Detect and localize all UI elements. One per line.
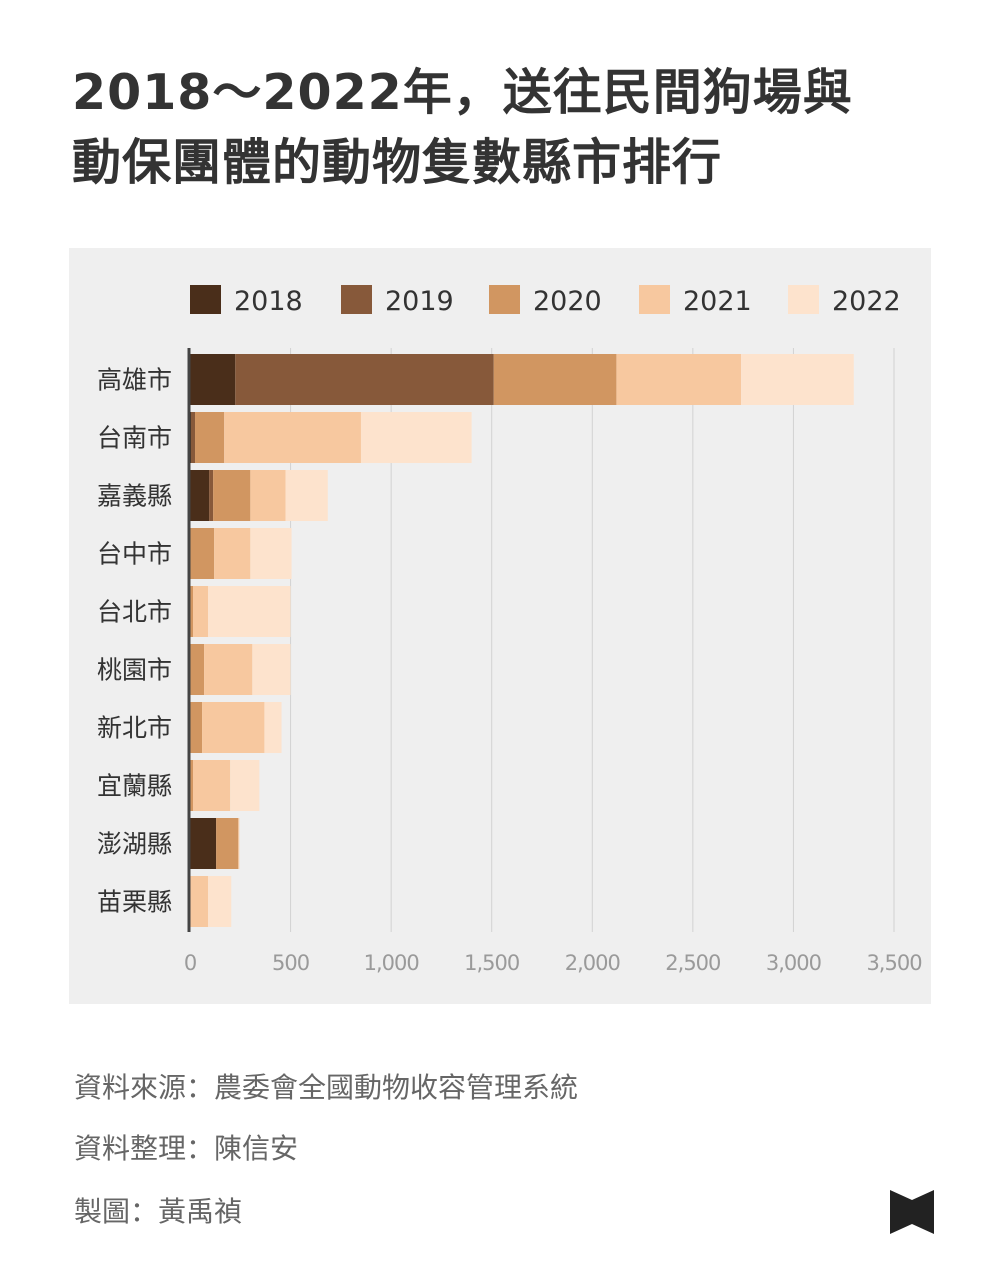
category-label: 新北市 <box>97 714 172 743</box>
bar-台南市-2018 <box>190 412 192 463</box>
category-label: 台北市 <box>97 598 172 627</box>
legend-label-2020: 2020 <box>533 286 602 317</box>
category-label: 澎湖縣 <box>97 830 172 859</box>
designer-note: 製圖：黃禹禎 <box>74 1195 243 1228</box>
legend-swatch-2022 <box>788 285 819 314</box>
x-tick-label: 1,500 <box>464 951 519 975</box>
x-tick-label: 0 <box>184 951 196 975</box>
bar-嘉義縣-2022 <box>285 470 328 521</box>
bar-桃園市-2020 <box>190 644 205 695</box>
title-line-2: 動保團體的動物隻數縣市排行 <box>72 134 723 191</box>
x-tick-label: 3,000 <box>766 951 821 975</box>
bar-台南市-2021 <box>224 412 361 463</box>
bars <box>190 354 854 927</box>
bar-台中市-2021 <box>214 528 251 579</box>
legend-swatch-2019 <box>341 285 372 314</box>
bar-台南市-2022 <box>360 412 472 463</box>
category-label: 桃園市 <box>97 656 172 685</box>
bar-高雄市-2018 <box>190 354 236 405</box>
category-label: 苗栗縣 <box>97 888 172 917</box>
stacked-bar-chart: 2018 2019 2020 2021 2022 高雄市台南市嘉義縣台中市台北市桃園市新… <box>97 285 923 975</box>
bar-嘉義縣-2020 <box>213 470 251 521</box>
chart-panel: 2018 2019 2020 2021 2022 高雄市台南市嘉義縣台中市台北市桃園市新… <box>69 248 931 1004</box>
legend-swatch-2020 <box>489 285 520 314</box>
category-label: 嘉義縣 <box>97 482 172 511</box>
bar-台北市-2022 <box>208 586 291 637</box>
legend: 2018 2019 2020 2021 2022 <box>190 285 901 317</box>
bar-苗栗縣-2021 <box>190 876 209 927</box>
bar-嘉義縣-2018 <box>190 470 210 521</box>
x-tick-label: 3,500 <box>866 951 921 975</box>
x-tick-labels: 0 500 1,000 1,500 2,000 2,500 3,000 3,500 <box>184 951 923 975</box>
bar-台北市-2021 <box>193 586 209 637</box>
bar-高雄市-2021 <box>616 354 742 405</box>
bar-台南市-2020 <box>195 412 225 463</box>
bar-嘉義縣-2021 <box>250 470 286 521</box>
bar-桃園市-2021 <box>204 644 253 695</box>
x-tick-label: 2,500 <box>665 951 720 975</box>
legend-label-2018: 2018 <box>234 286 303 317</box>
bar-高雄市-2022 <box>741 354 854 405</box>
bar-新北市-2021 <box>202 702 265 753</box>
bar-高雄市-2019 <box>235 354 494 405</box>
category-label: 高雄市 <box>97 366 172 395</box>
bar-桃園市-2022 <box>252 644 291 695</box>
category-label: 台南市 <box>97 424 172 453</box>
bar-宜蘭縣-2020 <box>190 760 194 811</box>
bar-澎湖縣-2021 <box>238 818 240 869</box>
bar-新北市-2022 <box>264 702 282 753</box>
source-note: 資料來源：農委會全國動物收容管理系統 <box>74 1071 579 1104</box>
legend-label-2019: 2019 <box>385 286 454 317</box>
bar-台北市-2020 <box>190 586 194 637</box>
bar-宜蘭縣-2021 <box>193 760 231 811</box>
bar-台南市-2019 <box>191 412 196 463</box>
title-line-1: 2018～2022年，送往民間狗場與 <box>72 64 853 121</box>
bar-台中市-2020 <box>190 528 215 579</box>
bar-高雄市-2020 <box>493 354 617 405</box>
compiler-note: 資料整理：陳信安 <box>74 1132 299 1165</box>
legend-swatch-2018 <box>190 285 221 314</box>
bar-澎湖縣-2018 <box>190 818 217 869</box>
bar-嘉義縣-2019 <box>209 470 214 521</box>
bar-新北市-2020 <box>190 702 203 753</box>
bar-澎湖縣-2020 <box>216 818 239 869</box>
bar-宜蘭縣-2022 <box>230 760 260 811</box>
bar-苗栗縣-2022 <box>208 876 232 927</box>
page-title: 2018～2022年，送往民間狗場與 動保團體的動物隻數縣市排行 <box>72 58 952 198</box>
legend-swatch-2021 <box>639 285 670 314</box>
category-label: 宜蘭縣 <box>97 772 172 801</box>
legend-label-2021: 2021 <box>683 286 752 317</box>
x-tick-label: 500 <box>272 951 309 975</box>
x-tick-label: 1,000 <box>364 951 419 975</box>
category-label: 台中市 <box>97 540 172 569</box>
bar-台中市-2022 <box>250 528 292 579</box>
legend-label-2022: 2022 <box>832 286 901 317</box>
bookmark-logo-icon <box>890 1190 934 1234</box>
x-tick-label: 2,000 <box>565 951 620 975</box>
